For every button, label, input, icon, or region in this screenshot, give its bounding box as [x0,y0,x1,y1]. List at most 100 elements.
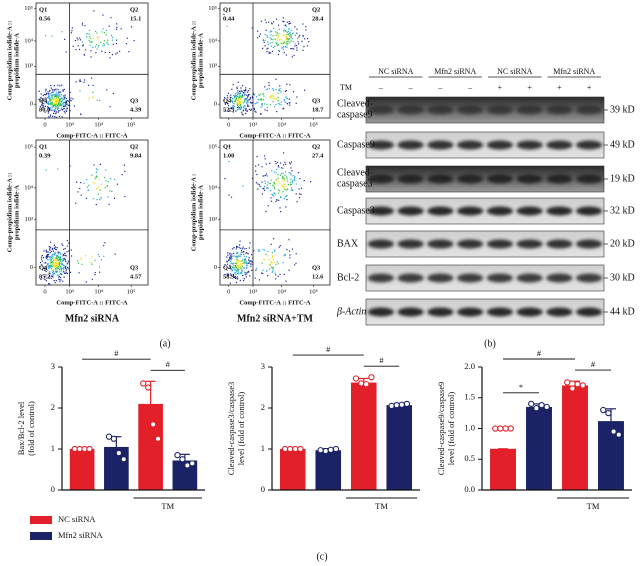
y-tick-label: 1 [261,443,265,453]
event-dot [296,44,298,47]
y-tick-label: 10⁴ [208,37,218,44]
event-dot [57,267,59,269]
event-dot [52,91,54,93]
event-dot [53,98,55,100]
event-dot [51,35,53,37]
event-dot [41,260,43,262]
event-dot [284,161,286,163]
event-dot [245,87,247,89]
blot-band [457,273,484,283]
event-dot [244,97,246,99]
event-dot [62,102,64,104]
event-dot [271,50,274,52]
event-dot [277,49,279,51]
event-dot [251,261,253,263]
data-point [322,447,329,455]
event-dot [232,263,234,265]
y-axis-label: propidium iodide-A [197,33,204,88]
event-dot [283,186,285,188]
event-dot [283,29,285,31]
event-dot [300,187,303,189]
event-dot [97,193,99,195]
event-dot [62,97,64,99]
event-dot [249,97,251,99]
event-dot [230,94,232,96]
event-dot [273,186,275,189]
event-dot [233,255,235,257]
event-dot [61,261,63,263]
event-dot [80,194,82,196]
event-dot [238,104,240,106]
event-dot [274,106,276,108]
event-dot [233,266,235,268]
event-dot [99,197,102,199]
event-dot [299,178,301,180]
event-dot [288,98,290,100]
event-dot [233,108,235,110]
event-dot [275,103,277,106]
event-dot [116,183,118,185]
event-dot [236,264,238,266]
event-dot [39,266,41,268]
event-dot [51,272,54,274]
event-dot [48,245,50,248]
event-dot [250,260,252,262]
event-dot [49,98,51,100]
event-dot [295,193,297,195]
event-dot [63,265,65,267]
event-dot [63,102,65,104]
event-dot [251,254,253,256]
event-dot [59,259,61,261]
event-dot [244,98,246,101]
event-dot [104,242,106,244]
event-dot [240,107,242,109]
event-dot [276,261,278,263]
event-dot [272,255,274,257]
event-dot [272,256,274,258]
event-dot [278,180,280,183]
event-dot [101,50,103,52]
event-dot [270,97,272,99]
event-dot [284,198,286,200]
event-dot [62,98,64,101]
event-dot [226,263,229,265]
blot-band [427,307,454,317]
data-point [189,460,196,467]
event-dot [52,259,55,261]
event-dot [285,42,288,44]
event-dot [236,104,239,107]
event-dot [289,254,291,256]
event-dot [56,100,58,102]
event-dot [83,79,86,81]
event-dot [280,42,282,45]
event-dot [226,95,229,97]
event-dot [116,52,118,54]
event-dot [243,89,245,92]
event-dot [229,256,231,258]
event-dot [243,279,245,282]
event-dot [62,264,64,266]
event-dot [56,97,58,99]
event-dot [97,36,99,38]
event-dot [49,109,51,111]
event-dot [255,170,257,172]
event-dot [48,283,50,285]
event-cloud [38,10,135,118]
data-point [358,380,365,387]
event-dot [51,96,53,98]
bar-chart: 0.00.51.01.52.0Cleaved-caspase9/caspase9… [436,348,632,511]
blot-band [457,307,484,317]
event-dot [51,95,53,97]
event-dot [268,88,270,90]
event-dot [232,98,234,100]
event-dot [91,174,93,176]
quadrant-name: Q4 [223,264,232,271]
event-dot [294,26,296,28]
row-label: Cleaved- [337,98,373,109]
event-dot [43,103,45,105]
group-label: Mfn2 siRNA [434,67,476,76]
event-dot [56,267,58,269]
event-dot [273,21,275,23]
event-dot [278,103,280,105]
treatment-sign: + [557,83,562,92]
